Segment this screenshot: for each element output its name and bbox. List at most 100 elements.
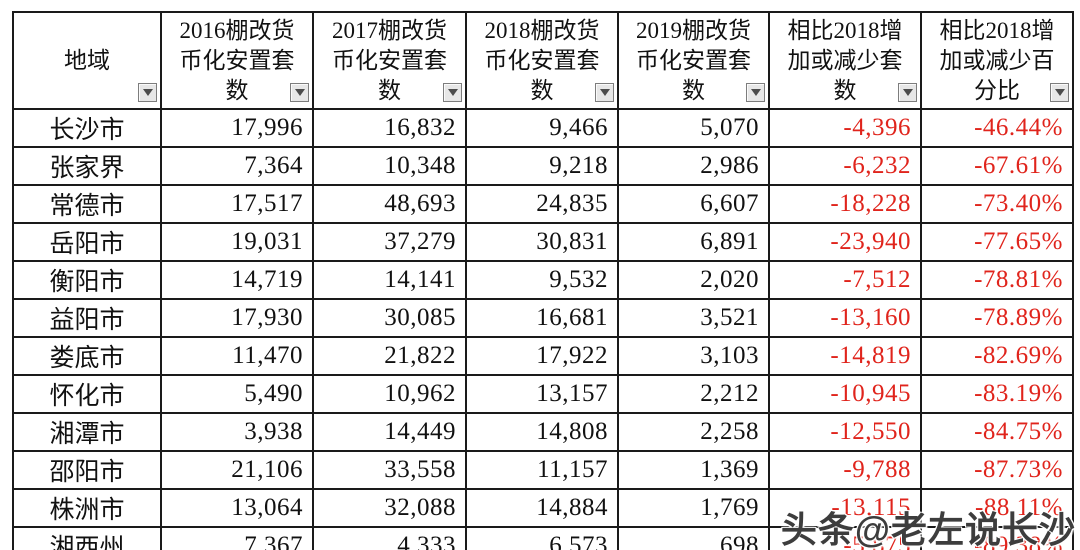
cell-pct: -83.19%: [920, 374, 1074, 414]
cell-2017: 16,832: [312, 108, 467, 148]
cell-2019: 2,020: [617, 260, 770, 300]
col-header-2019: 2019棚改货 币化安置套 数: [617, 11, 770, 110]
cell-2016: 11,470: [160, 336, 314, 376]
chevron-down-icon: [447, 89, 458, 96]
cell-2018: 9,466: [465, 108, 619, 148]
filter-dropdown-button[interactable]: [290, 83, 309, 102]
table-row: 湘潭市 3,938 14,449 14,808 2,258 -12,550 -84.75%: [12, 412, 1074, 452]
cell-region: 邵阳市: [12, 450, 162, 490]
chevron-down-icon: [1054, 89, 1065, 96]
header-row: 地域 2016棚改货 币化安置套 数 2017棚改货 币化安置套 数 2018棚…: [12, 11, 1074, 110]
cell-region: 长沙市: [12, 108, 162, 148]
cell-region: 衡阳市: [12, 260, 162, 300]
cell-2018: 11,157: [465, 450, 619, 490]
cell-pct: -67.61%: [920, 146, 1074, 186]
col-header-label: 2016棚改货 币化安置套 数: [179, 17, 295, 103]
filter-dropdown-button[interactable]: [443, 83, 462, 102]
table-row: 益阳市 17,930 30,085 16,681 3,521 -13,160 -78.89%: [12, 298, 1074, 338]
cell-2019: 5,070: [617, 108, 770, 148]
filter-dropdown-button[interactable]: [595, 83, 614, 102]
chevron-down-icon: [142, 89, 153, 96]
table-row: 邵阳市 21,106 33,558 11,157 1,369 -9,788 -87.73%: [12, 450, 1074, 490]
cell-diff: -4,396: [768, 108, 922, 148]
cell-diff: -10,945: [768, 374, 922, 414]
cell-2016: 3,938: [160, 412, 314, 452]
table-row: 岳阳市 19,031 37,279 30,831 6,891 -23,940 -77.65%: [12, 222, 1074, 262]
cell-2017: 10,348: [312, 146, 467, 186]
cell-region: 益阳市: [12, 298, 162, 338]
cell-region: 株洲市: [12, 488, 162, 528]
cell-2018: 13,157: [465, 374, 619, 414]
cell-2017: 37,279: [312, 222, 467, 262]
cell-2017: 4,333: [312, 526, 467, 550]
col-header-label: 2019棚改货 币化安置套 数: [636, 17, 751, 103]
table-row: 张家界 7,364 10,348 9,218 2,986 -6,232 -67.61%: [12, 146, 1074, 186]
filter-dropdown-button[interactable]: [138, 83, 157, 102]
col-header-label: 相比2018增 加或减少套 数: [787, 17, 903, 103]
cell-pct: -82.69%: [920, 336, 1074, 376]
cell-2016: 17,517: [160, 184, 314, 224]
col-header-label: 2017棚改货 币化安置套 数: [332, 17, 447, 103]
cell-region: 湘西州: [12, 526, 162, 550]
cell-2016: 17,996: [160, 108, 314, 148]
cell-2018: 14,808: [465, 412, 619, 452]
col-header-label: 2018棚改货 币化安置套 数: [484, 17, 600, 103]
cell-2016: 17,930: [160, 298, 314, 338]
housing-data-table: 地域 2016棚改货 币化安置套 数 2017棚改货 币化安置套 数 2018棚…: [12, 11, 1074, 550]
cell-pct: -77.65%: [920, 222, 1074, 262]
chevron-down-icon: [294, 89, 305, 96]
cell-region: 常德市: [12, 184, 162, 224]
cell-2018: 6,573: [465, 526, 619, 550]
filter-dropdown-button[interactable]: [1050, 83, 1069, 102]
cell-2016: 14,719: [160, 260, 314, 300]
cell-2018: 9,218: [465, 146, 619, 186]
cell-diff: -23,940: [768, 222, 922, 262]
cell-pct: -84.75%: [920, 412, 1074, 452]
cell-2019: 3,521: [617, 298, 770, 338]
cell-diff: -13,160: [768, 298, 922, 338]
chevron-down-icon: [902, 89, 913, 96]
cell-2016: 7,364: [160, 146, 314, 186]
cell-2019: 1,769: [617, 488, 770, 528]
col-header-2016: 2016棚改货 币化安置套 数: [160, 11, 314, 110]
cell-2017: 33,558: [312, 450, 467, 490]
cell-2019: 698: [617, 526, 770, 550]
cell-region: 湘潭市: [12, 412, 162, 452]
cell-region: 娄底市: [12, 336, 162, 376]
cell-2016: 5,490: [160, 374, 314, 414]
cell-pct: -88.11%: [920, 488, 1074, 528]
cell-2017: 30,085: [312, 298, 467, 338]
cell-diff: -18,228: [768, 184, 922, 224]
cell-diff: -7,512: [768, 260, 922, 300]
cell-2016: 19,031: [160, 222, 314, 262]
cell-2018: 9,532: [465, 260, 619, 300]
col-header-label: 相比2018增 加或减少百 分比: [939, 17, 1055, 103]
cell-diff: -9,788: [768, 450, 922, 490]
cell-region: 张家界: [12, 146, 162, 186]
cell-2016: 13,064: [160, 488, 314, 528]
cell-2018: 14,884: [465, 488, 619, 528]
cell-2019: 6,891: [617, 222, 770, 262]
chevron-down-icon: [599, 89, 610, 96]
col-header-2018: 2018棚改货 币化安置套 数: [465, 11, 619, 110]
cell-2017: 14,449: [312, 412, 467, 452]
cell-pct: -46.44%: [920, 108, 1074, 148]
cell-2017: 32,088: [312, 488, 467, 528]
col-header-diff: 相比2018增 加或减少套 数: [768, 11, 922, 110]
cell-2016: 7,367: [160, 526, 314, 550]
cell-diff: -14,819: [768, 336, 922, 376]
col-header-region: 地域: [12, 11, 162, 110]
cell-2019: 2,258: [617, 412, 770, 452]
cell-2019: 2,986: [617, 146, 770, 186]
cell-diff: -6,232: [768, 146, 922, 186]
cell-pct: -73.40%: [920, 184, 1074, 224]
cell-2019: 3,103: [617, 336, 770, 376]
table-row: 湘西州 7,367 4,333 6,573 698 -5,875 -89.38%: [12, 526, 1074, 550]
cell-2019: 1,369: [617, 450, 770, 490]
filter-dropdown-button[interactable]: [898, 83, 917, 102]
filter-dropdown-button[interactable]: [746, 83, 765, 102]
table-row: 株洲市 13,064 32,088 14,884 1,769 -13,115 -88.11%: [12, 488, 1074, 528]
chevron-down-icon: [750, 89, 761, 96]
cell-pct: -78.81%: [920, 260, 1074, 300]
cell-diff: -12,550: [768, 412, 922, 452]
